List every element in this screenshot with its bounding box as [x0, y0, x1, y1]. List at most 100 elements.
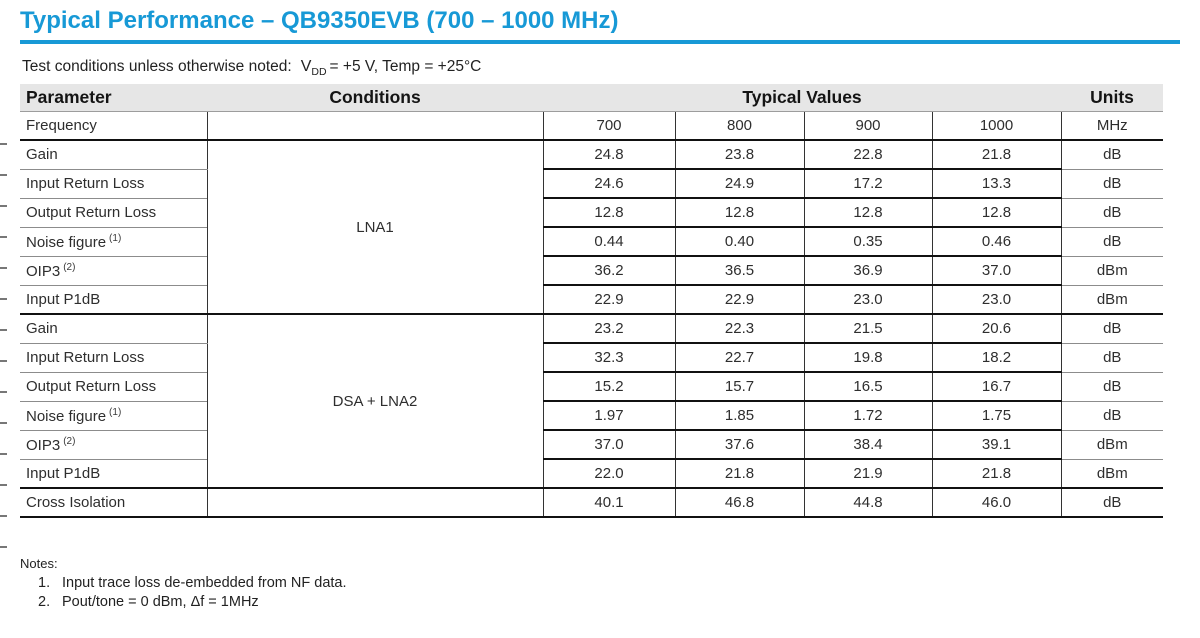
units-cell: dB	[1060, 140, 1164, 170]
units-cell: dB	[1060, 372, 1164, 402]
table-row: OIP3 (2) 37.0 37.6 38.4 39.1 dBm	[20, 430, 1164, 460]
parameter-label: OIP3	[26, 436, 61, 454]
value-cell: 24.9	[674, 169, 804, 199]
table-row: Gain LNA1 24.8 23.8 22.8 21.8 dB	[20, 140, 1164, 315]
note-number: 1.	[38, 575, 51, 591]
value-cell: 12.8	[931, 198, 1062, 228]
value-cell: 16.7	[931, 372, 1062, 402]
value-cell: 21.8	[674, 459, 804, 489]
units-cell: dB	[1060, 488, 1164, 518]
value-cell: 23.0	[931, 285, 1062, 315]
value-cell: 22.3	[674, 314, 804, 344]
table-row: Input P1dB 22.9 22.9 23.0 23.0 dBm	[20, 285, 1164, 315]
table-row: Output Return Loss 12.8 12.8 12.8 12.8 d…	[20, 198, 1164, 228]
parameter-cell: Output Return Loss	[20, 372, 207, 402]
conditions-cell-lna1: LNA1	[206, 140, 543, 315]
value-cell: 17.2	[803, 169, 932, 199]
page-edge-mark	[0, 515, 7, 517]
header-conditions: Conditions	[207, 84, 543, 112]
value-cell: 22.9	[674, 285, 804, 315]
value-cell: 0.44	[542, 227, 675, 257]
note-text: Input trace loss de-embedded from NF dat…	[62, 575, 347, 591]
parameter-label: Input Return Loss	[26, 175, 145, 192]
test-conditions-line: Test conditions unless otherwise noted: V…	[22, 58, 481, 78]
value-cell: 13.3	[931, 169, 1062, 199]
parameter-cell: Gain	[20, 314, 207, 344]
parameter-superscript: (1)	[109, 232, 122, 244]
value-cell: 36.9	[803, 256, 932, 286]
value-cell: 20.6	[931, 314, 1062, 344]
value-cell: 36.5	[674, 256, 804, 286]
value-cell: 46.8	[674, 488, 804, 518]
note-item: 1. Input trace loss de-embedded from NF …	[20, 575, 347, 591]
value-cell: 46.0	[931, 488, 1062, 518]
header-units: Units	[1061, 84, 1164, 112]
parameter-cell: Input P1dB	[20, 459, 207, 489]
units-cell: dB	[1060, 198, 1164, 228]
value-cell: 1.72	[803, 401, 932, 431]
value-cell: 1.97	[542, 401, 675, 431]
value-cell: 22.9	[542, 285, 675, 315]
page-edge-mark	[0, 267, 7, 269]
parameter-label: Output Return Loss	[26, 204, 157, 221]
parameter-cell: Input Return Loss	[20, 169, 207, 199]
title-underline-rule	[20, 40, 1180, 44]
units-cell: dB	[1060, 343, 1164, 373]
value-cell: 0.46	[931, 227, 1062, 257]
vdd-subscript: DD	[311, 66, 327, 79]
value-cell: 22.8	[803, 140, 932, 170]
notes-heading: Notes:	[20, 556, 58, 571]
page-edge-mark	[0, 236, 7, 238]
value-cell: 39.1	[931, 430, 1062, 460]
value-cell: 40.1	[542, 488, 675, 518]
value-cell: 0.35	[803, 227, 932, 257]
value-cell: 24.6	[542, 169, 675, 199]
units-cell: dBm	[1060, 256, 1164, 286]
value-cell: 18.2	[931, 343, 1062, 373]
parameter-cell: Cross Isolation	[20, 488, 207, 518]
value-cell: 21.8	[931, 459, 1062, 489]
parameter-label: Noise figure	[26, 233, 107, 251]
parameter-cell: OIP3 (2)	[20, 430, 207, 460]
value-cell: 12.8	[674, 198, 804, 228]
value-cell: 15.7	[674, 372, 804, 402]
parameter-cell: Noise figure (1)	[20, 227, 207, 257]
value-cell: 44.8	[803, 488, 932, 518]
conditions-cell	[206, 111, 543, 141]
value-cell: 12.8	[542, 198, 675, 228]
page-edge-mark	[0, 143, 7, 145]
vdd-symbol: V	[300, 58, 312, 75]
value-cell: 1000	[931, 111, 1062, 141]
value-cell: 37.0	[931, 256, 1062, 286]
parameter-cell: Gain	[20, 140, 207, 170]
performance-table: Parameter Conditions Typical Values Unit…	[20, 84, 1164, 518]
parameter-cell: Input Return Loss	[20, 343, 207, 373]
table-row: Input P1dB 22.0 21.8 21.9 21.8 dBm	[20, 459, 1164, 489]
note-item: 2. Pout/tone = 0 dBm, Δf = 1MHz	[20, 594, 347, 610]
value-cell: 21.8	[931, 140, 1062, 170]
parameter-superscript: (2)	[63, 435, 76, 447]
units-cell: MHz	[1060, 111, 1164, 141]
notes-section: Notes: 1. Input trace loss de-embedded f…	[20, 556, 347, 613]
table-row-cross-isolation: Cross Isolation 40.1 46.8 44.8 46.0 dB	[20, 488, 1164, 518]
parameter-label: Gain	[26, 320, 58, 338]
parameter-superscript: (1)	[109, 406, 122, 418]
parameter-label: OIP3	[26, 262, 61, 280]
value-cell: 800	[674, 111, 804, 141]
page-title: Typical Performance – QB9350EVB (700 – 1…	[20, 7, 619, 34]
units-cell: dBm	[1060, 430, 1164, 460]
page-edge-mark	[0, 546, 7, 548]
table-row: Gain DSA + LNA2 23.2 22.3 21.5 20.6 dB	[20, 314, 1164, 489]
value-cell: 15.2	[542, 372, 675, 402]
value-cell: 37.6	[674, 430, 804, 460]
units-cell: dB	[1060, 314, 1164, 344]
value-cell: 900	[803, 111, 932, 141]
table-row: Noise figure (1) 0.44 0.40 0.35 0.46 dB	[20, 227, 1164, 257]
value-cell: 21.9	[803, 459, 932, 489]
page-edge-mark	[0, 298, 7, 300]
value-cell: 700	[542, 111, 675, 141]
page-edge-marks	[0, 0, 8, 638]
parameter-label: Output Return Loss	[26, 378, 157, 395]
page-edge-mark	[0, 205, 7, 207]
value-cell: 24.8	[542, 140, 675, 170]
